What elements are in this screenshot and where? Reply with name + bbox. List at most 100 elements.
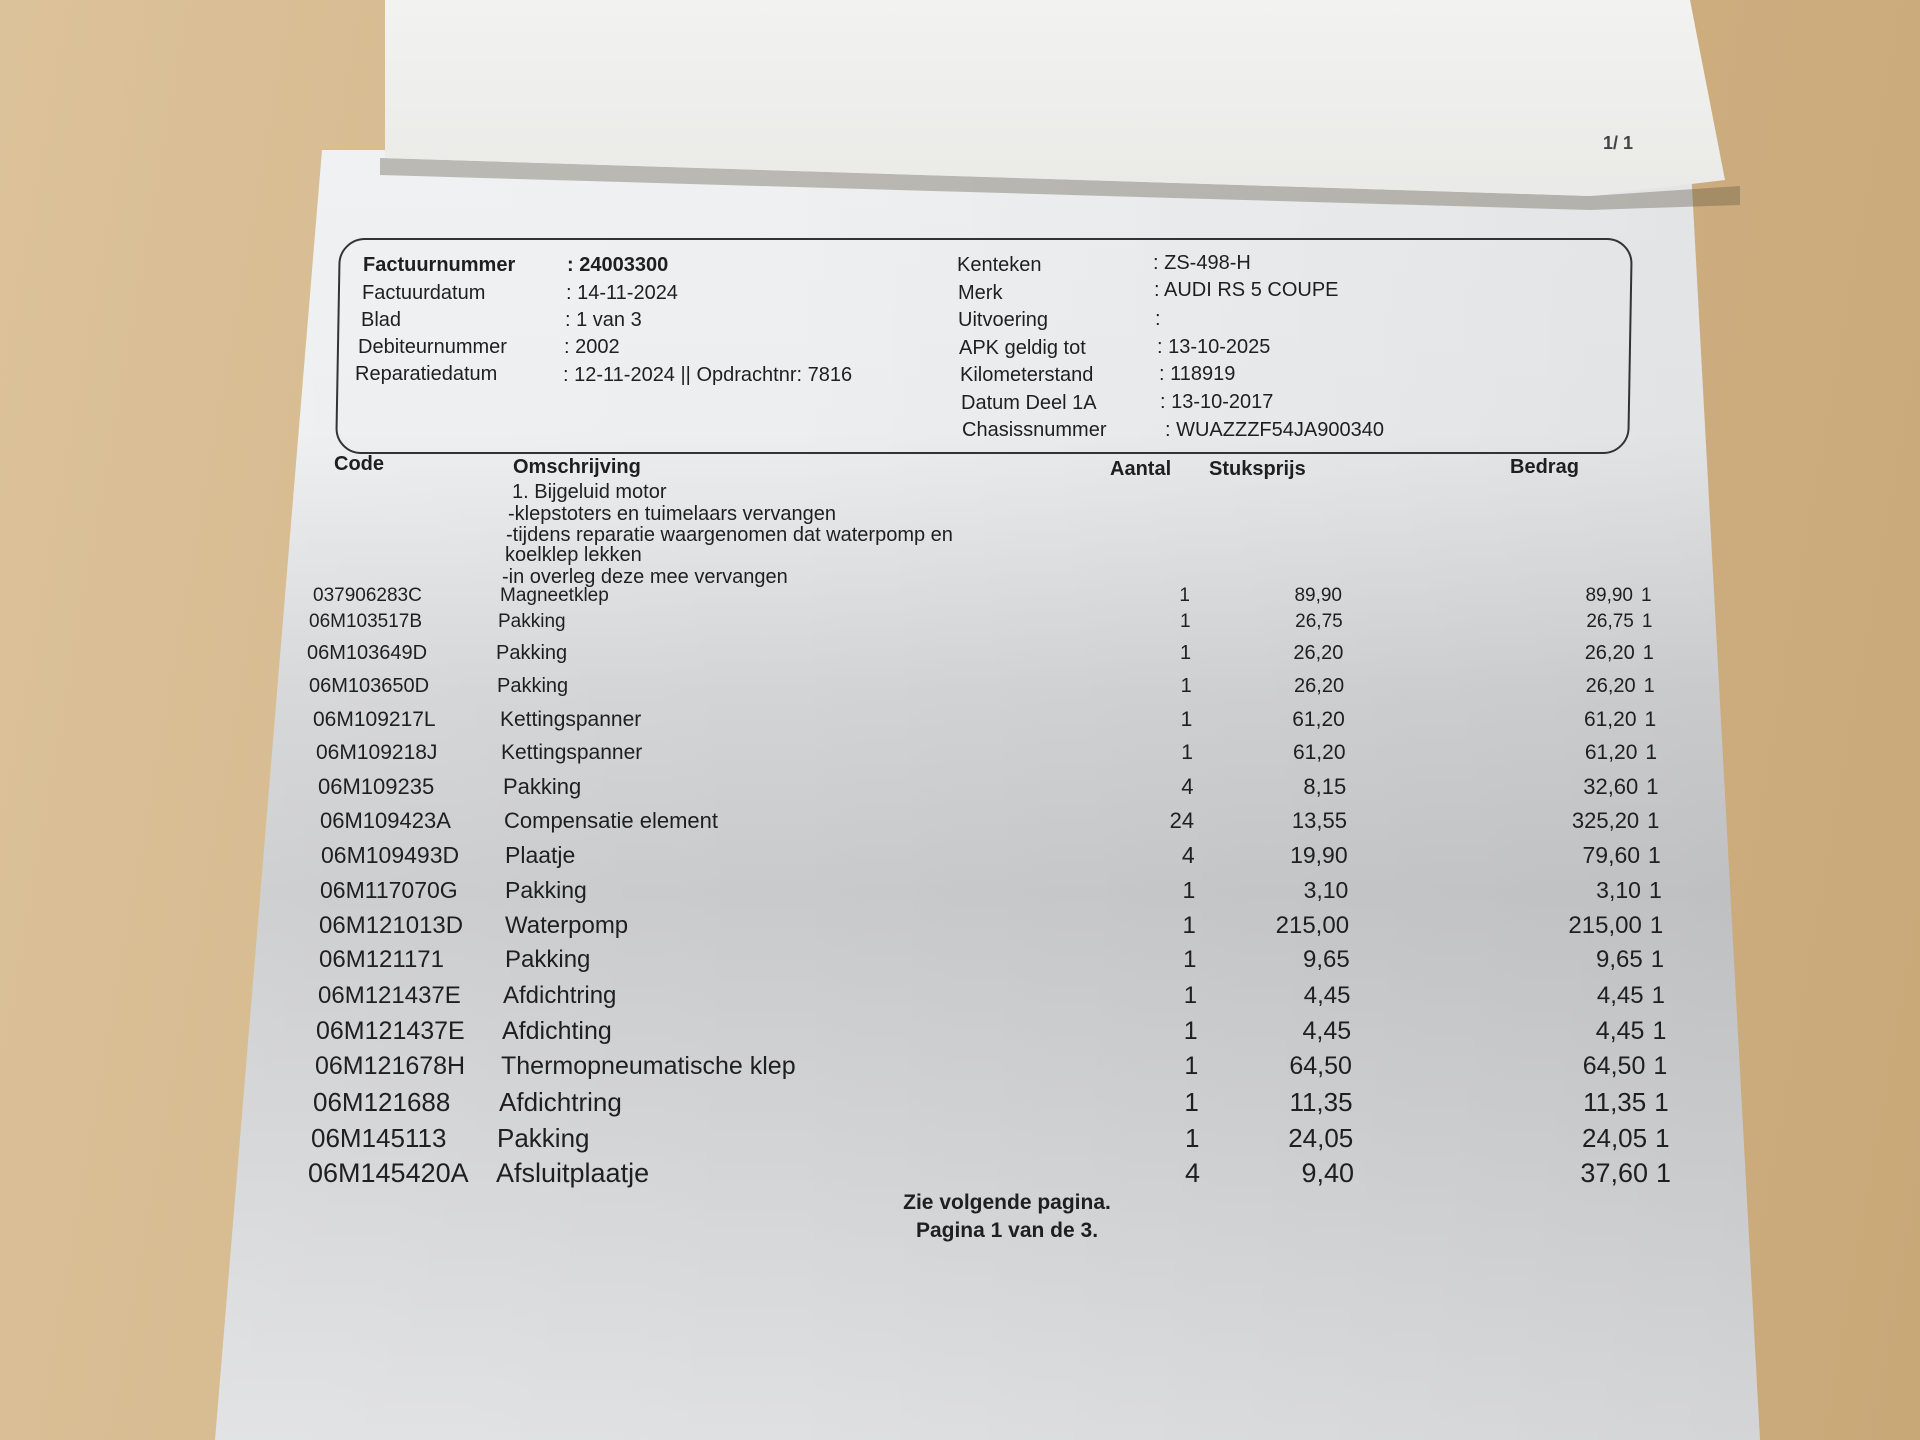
item-description: Pakking [505,877,587,903]
item-flag: 1 [1648,842,1661,868]
item-quantity: 4 [1181,774,1194,799]
item-code: 06M121013D [319,912,464,939]
item-code: 06M109217L [313,708,436,731]
item-unit-price: 11,35 [1289,1087,1353,1117]
column-header-unit-price: Stuksprijs [1209,458,1306,480]
item-quantity: 4 [1184,1158,1200,1188]
item-unit-price: 64,50 [1289,1052,1352,1080]
field-value: : 12-11-2024 || Opdrachtnr: 7816 [563,364,853,386]
item-amount: 26,75 [1586,611,1634,632]
item-unit-price: 61,20 [1292,708,1345,731]
field-label: Uitvoering [958,309,1049,331]
item-code: 06M145420A [308,1158,469,1188]
item-unit-price: 26,20 [1294,675,1345,697]
item-description: Thermopneumatische klep [501,1052,796,1080]
item-flag: 1 [1642,642,1654,664]
item-description: Pakking [505,946,591,973]
item-quantity: 1 [1180,642,1192,664]
item-code: 037906283C [313,585,422,606]
field-label: Kilometerstand [960,364,1094,386]
column-header-amount: Bedrag [1510,456,1579,478]
item-quantity: 1 [1182,877,1196,903]
item-quantity: 1 [1184,1123,1200,1153]
item-description: Compensatie element [504,808,719,833]
note-line: koelklep lekken [505,544,642,566]
item-description: Waterpomp [505,912,629,939]
field-label: Chasissnummer [962,419,1107,441]
item-code: 06M109493D [321,842,460,868]
item-flag: 1 [1647,808,1660,833]
item-description: Pakking [498,611,566,632]
item-code: 06M121678H [315,1052,466,1080]
item-amount: 215,00 [1568,912,1642,939]
item-quantity: 1 [1180,708,1193,731]
item-amount: 32,60 [1583,774,1639,799]
field-value: : [1155,308,1161,330]
note-line: -tijdens reparatie waargenomen dat water… [506,524,953,546]
field-label: Debiteurnummer [358,336,507,358]
column-header-quantity: Aantal [1110,458,1172,480]
top-sheet-page-indicator: 1/ 1 [1603,133,1634,153]
item-flag: 1 [1648,877,1662,903]
field-value: : WUAZZZF54JA900340 [1165,419,1384,441]
item-quantity: 1 [1180,611,1191,632]
item-code: 06M121437E [316,1017,465,1045]
item-description: Plaatje [505,842,576,868]
item-amount: 4,45 [1596,982,1644,1009]
item-amount: 9,65 [1595,946,1643,973]
item-description: Pakking [497,1123,590,1153]
item-code: 06M117070G [320,877,458,903]
item-quantity: 24 [1169,808,1195,833]
item-description: Pakking [497,675,569,697]
item-amount: 64,50 [1582,1052,1646,1080]
item-unit-price: 26,75 [1295,611,1343,632]
item-quantity: 4 [1181,842,1195,868]
item-amount: 89,90 [1585,585,1633,606]
column-header-description: Omschrijving [513,456,641,478]
item-code: 06M103650D [309,675,430,697]
item-code: 06M145113 [311,1123,447,1153]
item-flag: 1 [1641,585,1652,606]
item-amount: 26,20 [1585,675,1636,697]
page-note: Pagina 1 van de 3. [915,1219,1099,1242]
item-amount: 79,60 [1582,842,1641,868]
item-description: Pakking [496,642,568,664]
item-code: 06M121171 [319,946,444,973]
field-label: Factuurnummer [363,254,516,276]
item-code: 06M109218J [316,741,438,764]
item-flag: 1 [1649,912,1664,939]
item-flag: 1 [1655,1123,1670,1153]
top-sheet: 1/ 1 [385,0,1725,196]
item-unit-price: 4,45 [1303,982,1351,1009]
field-label: Reparatiedatum [355,363,498,385]
item-flag: 1 [1656,1158,1672,1188]
item-unit-price: 215,00 [1275,912,1350,939]
item-flag: 1 [1641,611,1653,632]
field-value: : 13-10-2025 [1157,336,1271,358]
item-quantity: 1 [1182,912,1196,939]
item-quantity: 1 [1183,982,1198,1009]
item-flag: 1 [1645,741,1658,764]
item-amount: 37,60 [1580,1158,1648,1188]
item-flag: 1 [1646,774,1659,799]
item-amount: 4,45 [1595,1017,1645,1045]
field-value: : 1 van 3 [565,309,642,331]
item-description: Kettingspanner [500,708,642,731]
field-label: Datum Deel 1A [961,392,1097,414]
item-unit-price: 61,20 [1292,741,1346,764]
item-description: Afdichting [502,1017,612,1045]
field-value: : 24003300 [567,254,669,276]
field-label: Blad [361,309,402,331]
item-flag: 1 [1651,982,1665,1009]
item-flag: 1 [1652,1017,1667,1045]
continue-note: Zie volgende pagina. [903,1191,1111,1214]
field-label: APK geldig tot [959,337,1086,359]
item-amount: 325,20 [1571,808,1640,833]
field-label: Factuurdatum [362,282,486,304]
item-unit-price: 26,20 [1293,642,1344,664]
item-amount: 61,20 [1584,741,1638,764]
item-amount: 26,20 [1584,642,1635,664]
item-code: 06M109235 [318,774,435,799]
